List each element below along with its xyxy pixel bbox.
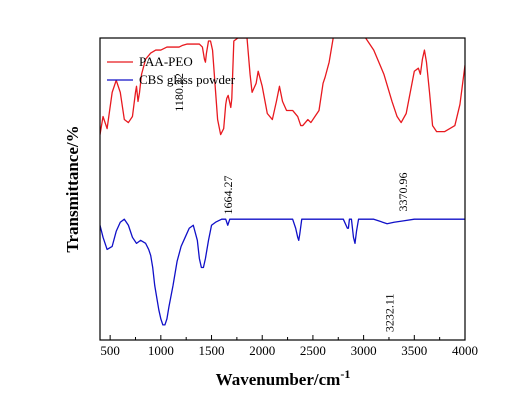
- x-axis-title-superscript: -1: [340, 367, 350, 381]
- x-tick-label-2000: 2000: [249, 343, 275, 358]
- peak-label-3232-11: 3232.11: [383, 294, 397, 333]
- y-axis-title: Transmittance/%: [63, 125, 82, 252]
- legend: PAA-PEO CBS glass powder: [107, 54, 236, 87]
- legend-label-cbs-glass-powder: CBS glass powder: [139, 72, 236, 87]
- x-tick-label-1500: 1500: [199, 343, 225, 358]
- plot-frame: [99, 37, 466, 341]
- peak-label-1664-27: 1664.27: [221, 176, 235, 215]
- x-axis-title-main: Wavenumber/cm: [216, 370, 341, 389]
- peak-label-1180-22: 1180.22: [172, 73, 186, 112]
- series-line-cbs-glass-powder: [100, 218, 465, 326]
- x-axis-title: Wavenumber/cm-1: [216, 367, 351, 389]
- legend-label-paa-peo: PAA-PEO: [139, 54, 193, 69]
- series-line-paa-peo: [100, 38, 465, 136]
- x-tick-label-4000: 4000: [452, 343, 478, 358]
- x-tick-label-3500: 3500: [401, 343, 427, 358]
- x-tick-label-2500: 2500: [300, 343, 326, 358]
- x-tick-label-3000: 3000: [351, 343, 377, 358]
- x-tick-label-1000: 1000: [148, 343, 174, 358]
- peak-label-3370-96: 3370.96: [396, 173, 410, 212]
- x-tick-label-500: 500: [100, 343, 120, 358]
